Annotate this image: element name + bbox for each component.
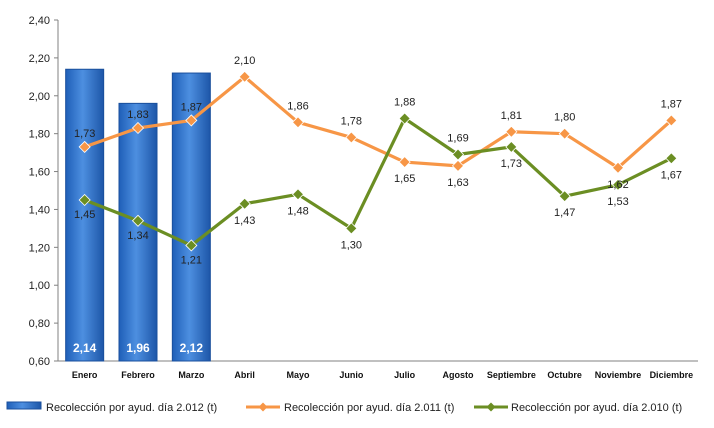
- bar-value-label: 1,96: [126, 341, 150, 355]
- data-label: 1,83: [127, 109, 148, 121]
- y-tick-label: 2,00: [29, 91, 50, 103]
- x-tick-label: Septiembre: [487, 370, 536, 380]
- legend: Recolección por ayud. día 2.012 (t) Recol…: [6, 401, 682, 414]
- data-label: 1,53: [607, 196, 628, 208]
- data-label: 1,86: [287, 100, 308, 112]
- bar: [65, 68, 105, 362]
- data-label: 1,69: [447, 133, 468, 145]
- data-label: 1,62: [607, 179, 628, 191]
- data-label: 1,65: [394, 173, 415, 185]
- legend-label: Recolección por ayud. día 2.011 (t): [284, 402, 454, 414]
- series-marker: [131, 214, 145, 227]
- x-tick-label: Octubre: [547, 370, 582, 380]
- series-line: [84, 116, 673, 248]
- x-tick-label: Junio: [339, 370, 364, 380]
- y-tick-label: 2,20: [29, 53, 50, 65]
- y-tick-label: 1,00: [29, 280, 50, 292]
- y-tick-label: 1,40: [29, 204, 50, 216]
- series-marker: [505, 125, 518, 138]
- series-marker: [398, 156, 411, 169]
- data-label: 2,10: [234, 55, 255, 67]
- series-marker: [78, 193, 91, 207]
- axes: 0,60 0,80 1,00 1,20 1,40 1,60 1,80 2,00 2,20 2,40…: [29, 15, 698, 380]
- series-marker: [611, 178, 625, 191]
- data-label: 1,80: [554, 112, 575, 124]
- y-tick-label: 1,80: [29, 129, 50, 141]
- series-marker: [558, 190, 571, 203]
- series-marker: [78, 140, 91, 153]
- legend-label: Recolección por ayud. día 2.012 (t): [46, 402, 217, 414]
- y-tick-label: 0,80: [29, 318, 50, 330]
- series-marker: [185, 239, 198, 252]
- data-label: 1,73: [501, 158, 522, 170]
- data-label: 1,45: [74, 209, 95, 221]
- x-tick-label: Agosto: [443, 370, 474, 380]
- series-marker: [291, 116, 305, 129]
- y-tick-label: 0,60: [29, 356, 50, 368]
- legend-label: Recolección por ayud. día 2.010 (t): [511, 402, 682, 414]
- series-marker: [505, 140, 518, 153]
- data-label: 1,21: [181, 254, 202, 266]
- series-marker: [451, 148, 465, 161]
- y-tick-label: 1,20: [29, 242, 50, 254]
- x-tick-label: Marzo: [178, 370, 205, 380]
- series-marker: [665, 114, 678, 127]
- legend-marker: [258, 402, 268, 412]
- x-tick-label: Diciembre: [650, 370, 694, 380]
- series-marker: [451, 159, 465, 172]
- data-label: 1,30: [341, 239, 362, 251]
- series-marker: [558, 127, 571, 140]
- series-marker: [185, 114, 198, 127]
- data-label: 1,78: [341, 115, 362, 127]
- series-marker: [131, 121, 145, 135]
- series-marker: [398, 112, 411, 125]
- series-line: [84, 75, 673, 170]
- data-label: 1,48: [287, 205, 308, 217]
- series-marker: [238, 197, 251, 210]
- data-label: 1,87: [181, 101, 202, 113]
- data-label: 1,73: [74, 128, 95, 140]
- data-label: 1,87: [661, 98, 682, 110]
- data-label: 1,47: [554, 207, 575, 219]
- bar-value-label: 2,14: [73, 341, 97, 355]
- bar: [118, 102, 158, 362]
- series-marker: [291, 188, 305, 201]
- series-marker: [665, 152, 678, 165]
- data-label: 1,67: [661, 169, 682, 181]
- lines: [78, 70, 678, 252]
- data-labels: 1,73 1,83 1,87 2,10 1,86 1,78 1,65 1,63 1,81 1,80…: [74, 55, 682, 267]
- legend-marker: [486, 402, 496, 412]
- series-marker: [345, 131, 358, 144]
- x-tick-label: Julio: [394, 370, 416, 380]
- data-label: 1,81: [501, 110, 522, 122]
- x-tick-label: Mayo: [286, 370, 310, 380]
- x-tick-label: Febrero: [121, 370, 155, 380]
- x-tick-label: Abril: [234, 370, 255, 380]
- legend-swatch: [6, 401, 42, 410]
- x-tick-label: Noviembre: [595, 370, 642, 380]
- series-marker: [345, 222, 358, 235]
- data-label: 1,63: [447, 177, 468, 189]
- y-tick-label: 2,40: [29, 15, 50, 27]
- bar-value-label: 2,12: [180, 341, 204, 355]
- data-label: 1,88: [394, 97, 415, 109]
- series-marker: [238, 70, 251, 83]
- x-tick-label: Enero: [72, 370, 98, 380]
- data-label: 1,43: [234, 215, 255, 227]
- data-label: 1,34: [127, 230, 148, 242]
- series-marker: [611, 161, 625, 174]
- y-tick-label: 1,60: [29, 167, 50, 179]
